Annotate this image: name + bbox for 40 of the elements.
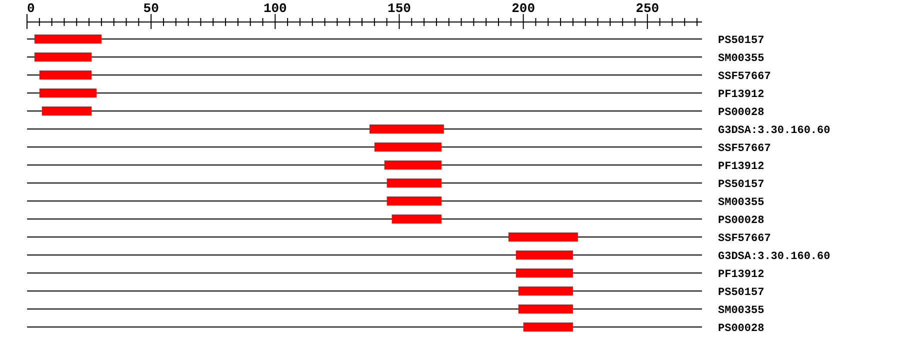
y-tick-label: PS50157: [718, 287, 764, 299]
y-tick-label: SM00355: [718, 197, 765, 209]
y-tick-label: PF13912: [718, 161, 764, 173]
bar: [386, 196, 442, 206]
y-tick-label: SSF57667: [718, 71, 771, 83]
y-tick-label: SSF57667: [718, 143, 771, 155]
y-tick-label: PS00028: [718, 107, 765, 119]
y-tick-label: PS50157: [718, 35, 764, 47]
y-tick-label: SM00355: [718, 305, 765, 317]
bar: [386, 178, 442, 188]
bar: [518, 286, 573, 296]
y-tick-label: SM00355: [718, 53, 765, 65]
bar: [34, 52, 92, 62]
y-tick-label: PF13912: [718, 269, 764, 281]
x-tick-label: 200: [512, 1, 536, 16]
y-tick-label: G3DSA:3.30.160.60: [718, 251, 830, 263]
bar: [374, 142, 442, 152]
bar: [392, 214, 442, 224]
x-tick-label: 100: [263, 1, 288, 16]
bar: [516, 250, 573, 260]
y-tick-label: PF13912: [718, 89, 764, 101]
bar: [518, 304, 573, 314]
x-tick-label: 150: [388, 1, 412, 16]
x-tick-label: 250: [636, 1, 660, 16]
bar: [39, 70, 92, 80]
bar: [39, 88, 96, 98]
y-tick-label: SSF57667: [718, 233, 771, 245]
y-tick-label: PS00028: [718, 323, 765, 335]
bar: [516, 268, 573, 278]
bar: [523, 322, 573, 332]
bar: [508, 232, 578, 242]
y-tick-label: PS00028: [718, 215, 765, 227]
bar: [384, 160, 442, 170]
bar: [42, 106, 92, 116]
x-tick-label: 0: [27, 1, 35, 16]
bar: [369, 124, 444, 134]
bar: [34, 34, 102, 44]
y-tick-label: PS50157: [718, 179, 764, 191]
y-tick-label: G3DSA:3.30.160.60: [718, 125, 830, 137]
x-tick-label: 50: [143, 1, 160, 16]
